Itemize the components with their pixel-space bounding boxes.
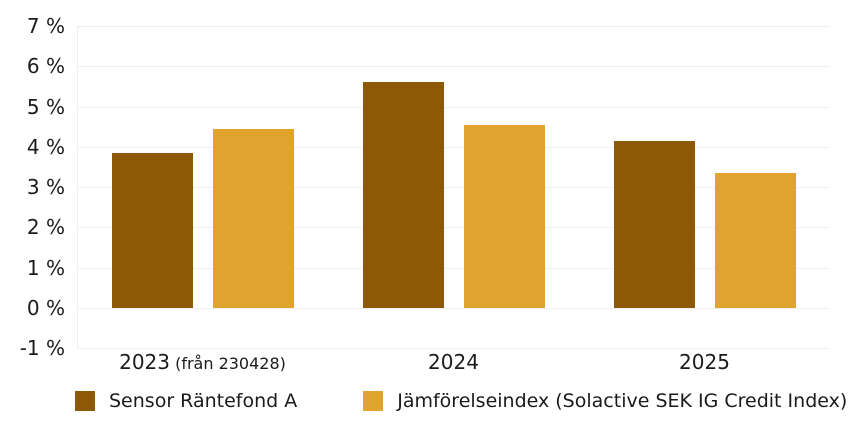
gridline-2 (77, 227, 830, 229)
legend-swatch-j-mf-relseindex-solactive-sek-ig-credit-index (363, 391, 384, 411)
y-axis-tick-label-5: 5 % (26, 94, 65, 119)
y-axis-tick-label-7: 7 % (26, 14, 65, 38)
bar-sensor-r-ntefond-a-2024 (362, 82, 444, 308)
gridline-7 (77, 26, 830, 27)
gridline-4 (77, 146, 830, 148)
legend-label-j-mf-relseindex-solactive-sek-ig-credit-index: Jämförelseindex (Solactive SEK IG Credit… (397, 390, 848, 412)
x-axis-label-2024: 2024 (328, 350, 579, 374)
y-axis-tick-label-2: 2 % (26, 215, 65, 240)
legend-item-sensor-r-ntefond-a: Sensor Räntefond A (75, 390, 297, 412)
y-axis-tick-label-3: 3 % (26, 175, 65, 199)
bar-j-mf-relseindex-solactive-sek-ig-credit-index-2023 (212, 128, 294, 308)
x-axis-year-text: 2023 (119, 350, 170, 374)
gridline-0 (77, 307, 830, 309)
y-axis-tick-label-1: 1 % (26, 255, 65, 280)
bar-sensor-r-ntefond-a-2023 (111, 152, 193, 308)
gridline-5 (77, 106, 830, 108)
legend-item-j-mf-relseindex-solactive-sek-ig-credit-index: Jämförelseindex (Solactive SEK IG Credit… (363, 390, 847, 412)
bar-j-mf-relseindex-solactive-sek-ig-credit-index-2024 (463, 124, 545, 308)
y-axis-tick-label-0: 0 % (26, 295, 65, 320)
gridline-6 (77, 66, 830, 68)
legend-swatch-sensor-r-ntefond-a (75, 391, 95, 411)
y-axis-tick-label-6: 6 % (26, 54, 65, 79)
x-axis-year-text: 2024 (428, 350, 479, 374)
gridline-1 (77, 267, 830, 269)
legend-label-sensor-r-ntefond-a: Sensor Räntefond A (109, 390, 298, 412)
bar-sensor-r-ntefond-a-2025 (613, 140, 695, 308)
bar-j-mf-relseindex-solactive-sek-ig-credit-index-2025 (714, 172, 796, 308)
x-axis-year-text: 2025 (679, 350, 730, 374)
y-axis-tick-label-4: 4 % (26, 134, 65, 159)
x-axis-note-text: (från 230428) (170, 354, 286, 373)
y-axis-tick-label--1: -1 % (19, 336, 65, 360)
x-axis-label-2025: 2025 (579, 350, 830, 374)
gridline--1 (77, 348, 830, 349)
x-axis-label-2023: 2023 (från 230428) (77, 350, 328, 374)
y-axis-line (77, 26, 78, 348)
gridline-3 (77, 187, 830, 188)
chart-legend: Sensor Räntefond A Jämförelseindex (Solac… (75, 390, 847, 412)
